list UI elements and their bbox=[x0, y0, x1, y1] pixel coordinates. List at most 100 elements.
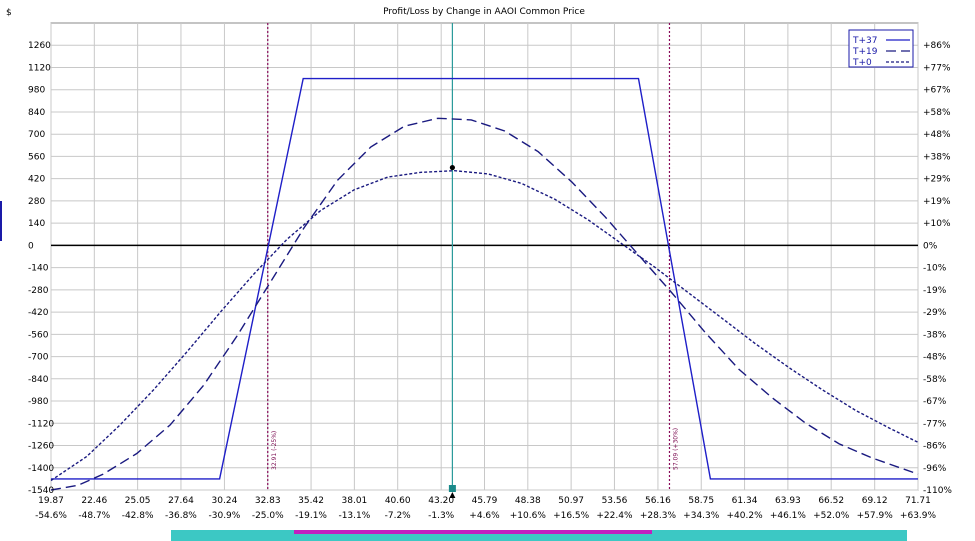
x-tick-label: 58.75 bbox=[688, 496, 714, 506]
y-axis-labels: 1260 1120 980 840 700 560 420 280 140 0 -140 -280 -4… bbox=[28, 41, 54, 496]
y-right-tick-label: 0% bbox=[923, 241, 938, 251]
y-tick-label: -280 bbox=[28, 286, 49, 296]
y-tick-label: 840 bbox=[28, 108, 45, 118]
y-right-tick-label: +38% bbox=[923, 152, 951, 162]
y-right-tick-label: +29% bbox=[923, 175, 951, 185]
grid bbox=[50, 23, 919, 491]
left-edge-marker bbox=[0, 201, 2, 241]
legend-box bbox=[848, 29, 914, 68]
x-tick-label: 53.56 bbox=[602, 496, 628, 506]
y-tick-label: -1260 bbox=[28, 442, 54, 452]
x-tick-label: 69.12 bbox=[862, 496, 888, 506]
x-pct-label: +57.9% bbox=[857, 511, 894, 521]
y-tick-label: -840 bbox=[28, 375, 49, 385]
x-pct-label: +40.2% bbox=[726, 511, 763, 521]
x-tick-label: 43.20 bbox=[428, 496, 454, 506]
bottom-range-highlight bbox=[294, 530, 652, 534]
x-pct-label: -36.8% bbox=[165, 511, 197, 521]
y-tick-label: -1540 bbox=[28, 486, 54, 496]
bottom-range-bar bbox=[171, 530, 907, 541]
x-tick-label: 40.60 bbox=[385, 496, 411, 506]
y-right-tick-label: -58% bbox=[923, 375, 947, 385]
y-tick-label: -980 bbox=[28, 397, 49, 407]
x-pct-label: -42.8% bbox=[122, 511, 154, 521]
x-tick-label: 38.01 bbox=[342, 496, 368, 506]
x-tick-label: 25.05 bbox=[125, 496, 151, 506]
y-tick-label: -560 bbox=[28, 330, 49, 340]
current-price-pointer bbox=[449, 492, 456, 498]
chart-title: Profit/Loss by Change in AAOI Common Pri… bbox=[383, 7, 585, 17]
y-tick-label: 280 bbox=[28, 197, 45, 207]
y-right-tick-label: -86% bbox=[923, 442, 947, 452]
x-tick-label: 66.52 bbox=[818, 496, 844, 506]
x-pct-label: +63.9% bbox=[900, 511, 937, 521]
x-tick-label: 45.79 bbox=[472, 496, 498, 506]
legend: T+37T+19T+0 bbox=[848, 29, 914, 68]
legend-label: T+19 bbox=[852, 47, 878, 57]
y-tick-label: 420 bbox=[28, 175, 45, 185]
y-right-tick-label: +67% bbox=[923, 86, 951, 96]
y-tick-label: -420 bbox=[28, 308, 49, 318]
breakeven-label: 57.09 (+30%) bbox=[672, 428, 679, 470]
x-pct-label: +52.0% bbox=[813, 511, 850, 521]
y-tick-label: 980 bbox=[28, 86, 45, 96]
x-tick-label: 63.93 bbox=[775, 496, 801, 506]
y-tick-label: 700 bbox=[28, 130, 45, 140]
x-tick-label: 35.42 bbox=[298, 496, 324, 506]
x-tick-label: 27.64 bbox=[168, 496, 194, 506]
legend-label: T+0 bbox=[852, 58, 872, 68]
current-pl-dot bbox=[449, 164, 455, 171]
y-right-tick-label: -77% bbox=[923, 419, 947, 429]
y-tick-label: 140 bbox=[28, 219, 45, 229]
x-tick-label: 56.16 bbox=[645, 496, 671, 506]
x-pct-label: -7.2% bbox=[385, 511, 412, 521]
x-tick-label: 22.46 bbox=[81, 496, 107, 506]
y-right-tick-label: +48% bbox=[923, 130, 951, 140]
x-tick-label: 32.83 bbox=[255, 496, 281, 506]
y-tick-label: 1120 bbox=[28, 63, 51, 73]
y-right-tick-label: -48% bbox=[923, 353, 947, 363]
y-right-tick-label: -38% bbox=[923, 330, 947, 340]
x-tick-label: 48.38 bbox=[515, 496, 541, 506]
y-right-axis-labels: +86% +77% +67% +58% +48% +38% +29% +19% +10% 0% -1… bbox=[923, 41, 952, 496]
y-right-tick-label: +86% bbox=[923, 41, 951, 51]
y-right-tick-label: -10% bbox=[923, 264, 947, 274]
series-layer bbox=[50, 77, 919, 491]
x-tick-label: 71.71 bbox=[905, 496, 931, 506]
x-tick-label: 30.24 bbox=[212, 496, 238, 506]
y-tick-label: -1120 bbox=[28, 419, 54, 429]
x-pct-label: -19.1% bbox=[295, 511, 327, 521]
x-tick-label: 19.87 bbox=[38, 496, 64, 506]
x-pct-label: +16.5% bbox=[553, 511, 590, 521]
x-pct-label: -48.7% bbox=[78, 511, 110, 521]
current-price-marker[interactable] bbox=[448, 485, 456, 492]
x-axis-labels: 19.87 -54.6% 22.46 -48.7% 25.05 -42.8% 27.64 -3… bbox=[35, 496, 936, 521]
y-right-tick-label: +19% bbox=[923, 197, 951, 207]
x-pct-label: +28.3% bbox=[640, 511, 677, 521]
y-right-tick-label: +77% bbox=[923, 63, 951, 73]
y-right-tick-label: -96% bbox=[923, 464, 947, 474]
x-tick-label: 50.97 bbox=[558, 496, 584, 506]
y-right-tick-label: -19% bbox=[923, 286, 947, 296]
y-right-tick-label: -29% bbox=[923, 308, 947, 318]
series-line-tplus0 bbox=[50, 169, 919, 482]
y-tick-label: -1400 bbox=[28, 464, 54, 474]
breakeven-label: 32.91 (-25%) bbox=[271, 431, 278, 470]
y-tick-label: 1260 bbox=[28, 41, 51, 51]
x-pct-label: -13.1% bbox=[338, 511, 370, 521]
x-pct-label: +4.6% bbox=[469, 511, 500, 521]
legend-label: T+37 bbox=[852, 36, 878, 46]
y-tick-label: 0 bbox=[28, 241, 34, 251]
y-right-tick-label: -110% bbox=[923, 486, 952, 496]
y-tick-label: 560 bbox=[28, 152, 45, 162]
y-right-tick-label: -67% bbox=[923, 397, 947, 407]
x-pct-label: +34.3% bbox=[683, 511, 720, 521]
y-tick-label: -140 bbox=[28, 264, 49, 274]
x-pct-label: +22.4% bbox=[596, 511, 633, 521]
series-line-tplus19 bbox=[50, 117, 919, 491]
y-axis-title: $ bbox=[6, 8, 12, 18]
markers bbox=[448, 164, 456, 498]
x-pct-label: -54.6% bbox=[35, 511, 67, 521]
